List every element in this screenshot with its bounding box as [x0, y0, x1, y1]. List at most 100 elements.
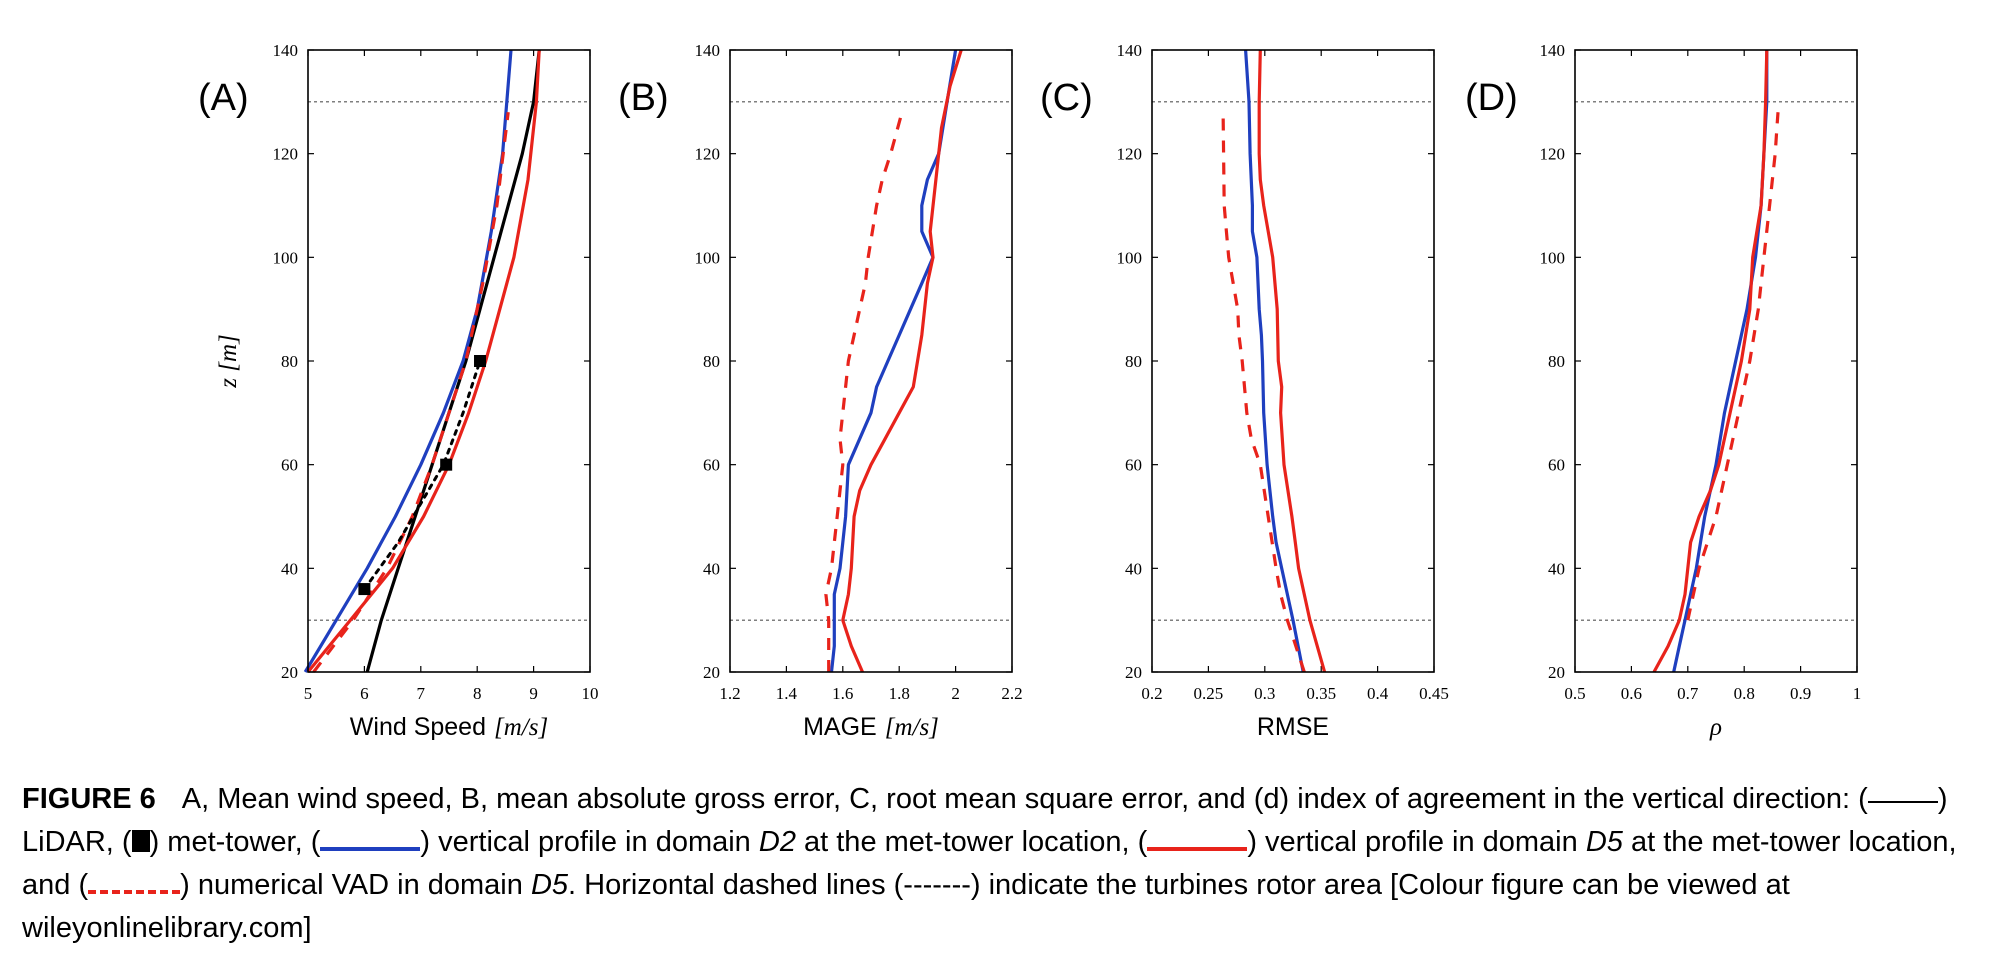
x-tick-label: 0.45: [1419, 684, 1449, 703]
y-tick-label: 20: [703, 663, 720, 682]
y-tick-label: 80: [703, 352, 720, 371]
plot-frame: [1574, 49, 1858, 673]
caption-text-1: A, Mean wind speed, B, mean absolute gro…: [181, 783, 1868, 815]
series-line-d5: [1652, 49, 1769, 673]
d5-line-swatch: [1147, 847, 1248, 852]
panel-label: (A): [198, 77, 249, 119]
series-line-vad: [1686, 112, 1780, 621]
y-tick-label: 120: [273, 145, 299, 164]
x-tick-label: 1.6: [832, 684, 853, 703]
x-axis-title: ρ: [1709, 714, 1722, 741]
x-axis-title: MAGE [m/s]: [803, 713, 939, 741]
d2-line-swatch: [320, 847, 421, 852]
y-tick-label: 120: [695, 145, 721, 164]
y-tick-label: 40: [1125, 559, 1142, 578]
y-tick-label: 80: [281, 352, 298, 371]
x-axis-label: Wind Speed: [350, 713, 486, 741]
x-tick-label: 1.8: [889, 684, 910, 703]
y-tick-label: 80: [1548, 352, 1565, 371]
series-line-vad: [312, 112, 510, 673]
met-tower-marker: [474, 355, 487, 367]
plot-frame: [307, 49, 591, 673]
series-line-d2: [829, 49, 958, 673]
y-tick-label: 60: [703, 456, 720, 475]
series-line-d5: [1257, 49, 1327, 673]
panel-label: (C): [1040, 77, 1093, 119]
x-tick-label: 1.4: [776, 684, 798, 703]
x-tick-label: 0.8: [1734, 684, 1755, 703]
x-tick-label: 6: [360, 684, 369, 703]
figure-label: FIGURE 6: [22, 783, 156, 815]
x-tick-label: 0.4: [1367, 684, 1389, 703]
x-tick-label: 1: [1853, 684, 1862, 703]
x-tick-label: 0.6: [1621, 684, 1642, 703]
caption-text-3: ) met-tower, (: [149, 826, 321, 858]
y-tick-label: 100: [1540, 248, 1566, 267]
caption-text-4: ) vertical profile in domain: [420, 826, 759, 858]
y-tick-label: 60: [1548, 456, 1565, 475]
x-axis-title: RMSE: [1257, 713, 1329, 741]
y-tick-label: 20: [1125, 663, 1142, 682]
x-tick-label: 0.35: [1306, 684, 1336, 703]
y-tick-label: 40: [281, 559, 298, 578]
y-tick-label: 140: [273, 41, 299, 60]
panel-label: (D): [1465, 77, 1518, 119]
series-line-d2: [1244, 49, 1305, 673]
caption-text-2: ) LiDAR, (: [22, 783, 1948, 858]
caption-domain-d5b: D5: [530, 869, 569, 901]
x-axis-title: Wind Speed [m/s]: [350, 713, 548, 741]
y-tick-label: 60: [281, 456, 298, 475]
x-tick-label: 0.2: [1141, 684, 1162, 703]
caption-text-9: . Horizontal dashed lines (-------) indi…: [22, 869, 1790, 944]
y-tick-label: 40: [1548, 559, 1565, 578]
x-tick-label: 5: [304, 684, 313, 703]
x-tick-label: 8: [473, 684, 482, 703]
caption-text-8: ) numerical VAD in domain: [180, 869, 531, 901]
x-tick-label: 0.9: [1790, 684, 1811, 703]
x-tick-label: 9: [529, 684, 538, 703]
met-tower-marker: [440, 458, 453, 471]
figure-caption: FIGURE 6 A, Mean wind speed, B, mean abso…: [22, 778, 1997, 950]
caption-text-6: ) vertical profile in domain: [1247, 826, 1586, 858]
series-line-d2: [303, 49, 513, 673]
caption-text-7: at the met-tower location, and (: [22, 826, 1957, 901]
y-axis-title: z [m]: [215, 334, 242, 389]
x-tick-label: 2.2: [1001, 684, 1022, 703]
x-tick-label: 0.25: [1194, 684, 1224, 703]
x-tick-label: 10: [582, 684, 599, 703]
x-tick-label: 0.5: [1564, 684, 1585, 703]
panel-c: 0.2 0.25 0.3 0.35 0.4 0.45 20 40 60 80 100 120 140 (C…: [1040, 41, 1449, 741]
panel-label: (B): [618, 77, 669, 119]
caption-text-5: at the met-tower location, (: [795, 826, 1148, 858]
y-tick-label: 120: [1540, 145, 1566, 164]
y-tick-label: 100: [273, 248, 299, 267]
caption-domain-d5: D5: [1585, 826, 1623, 858]
x-tick-label: 2: [951, 684, 960, 703]
x-axis-label: RMSE: [1257, 713, 1329, 741]
x-tick-label: 7: [417, 684, 426, 703]
y-tick-label: 100: [1117, 248, 1143, 267]
x-tick-label: 1.2: [719, 684, 740, 703]
panel-b: 1.2 1.4 1.6 1.8 2 2.2 20 40 60 80 100 120 140 (B) MAGE…: [618, 41, 1023, 741]
vad-line-swatch: [88, 890, 181, 895]
y-tick-label: 40: [703, 559, 720, 578]
y-tick-label: 140: [1540, 41, 1566, 60]
series-line-lidar: [365, 49, 541, 673]
series-line-d5: [306, 49, 541, 674]
series-line-mettower_fit: [362, 359, 482, 591]
y-tick-label: 20: [281, 663, 298, 682]
plot-frame: [729, 49, 1013, 673]
x-axis-label: MAGE: [803, 713, 877, 741]
plot-frame: [1151, 49, 1435, 673]
met-tower-square-icon: [131, 830, 150, 853]
y-tick-label: 60: [1125, 456, 1142, 475]
x-axis-unit: [m/s]: [885, 714, 939, 741]
caption-domain-d2: D2: [758, 826, 796, 858]
x-axis-label: ρ: [1709, 714, 1722, 741]
series-line-d5: [841, 49, 963, 673]
series-line-vad: [1221, 112, 1306, 673]
y-tick-label: 100: [695, 248, 721, 267]
y-tick-label: 140: [1117, 41, 1143, 60]
